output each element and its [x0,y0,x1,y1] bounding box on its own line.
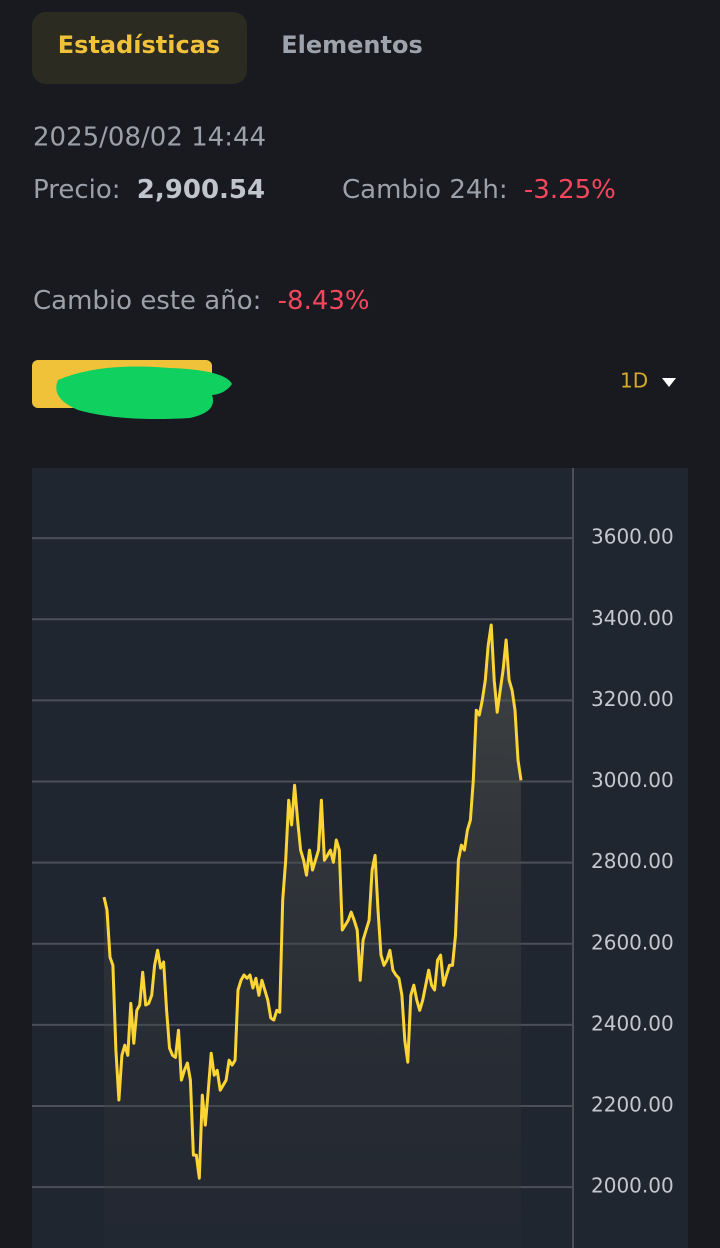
price-line [102,623,523,1180]
tab[interactable]: Elementos [281,31,423,59]
label: Cambio este año: [33,286,261,316]
y-tick-label: 2000.00 [591,1174,674,1198]
y-tick-label: 2600.00 [591,930,674,954]
y-tick-label: 3200.00 [591,687,674,711]
interval[interactable]: 1D [620,369,648,393]
y-tick-label: 2400.00 [591,1011,674,1035]
change-row: Cambio 24h: -3.25% [342,175,616,205]
price: 2,900.54 [137,175,265,205]
label: Cambio 24h: [342,175,508,205]
label: Precio: [33,175,121,205]
year-row: Cambio este año: -8.43% [33,286,370,316]
change: -3.25% [524,175,616,205]
tab-active-bg[interactable] [32,12,247,84]
y-tick-label: 3400.00 [591,606,674,630]
y-tick-label: 3000.00 [591,768,674,792]
change: -8.43% [278,286,370,316]
timestamp: 2025/08/02 14:44 [33,123,266,153]
dropdown-arrow[interactable] [662,378,676,387]
y-tick-label: 2800.00 [591,849,674,873]
y-tick-label: 2200.00 [591,1093,674,1117]
redaction [56,366,232,419]
tab[interactable]: Estadísticas [58,31,220,59]
price-row: Precio: 2,900.54 [33,175,265,205]
y-tick-label: 3600.00 [591,525,674,549]
